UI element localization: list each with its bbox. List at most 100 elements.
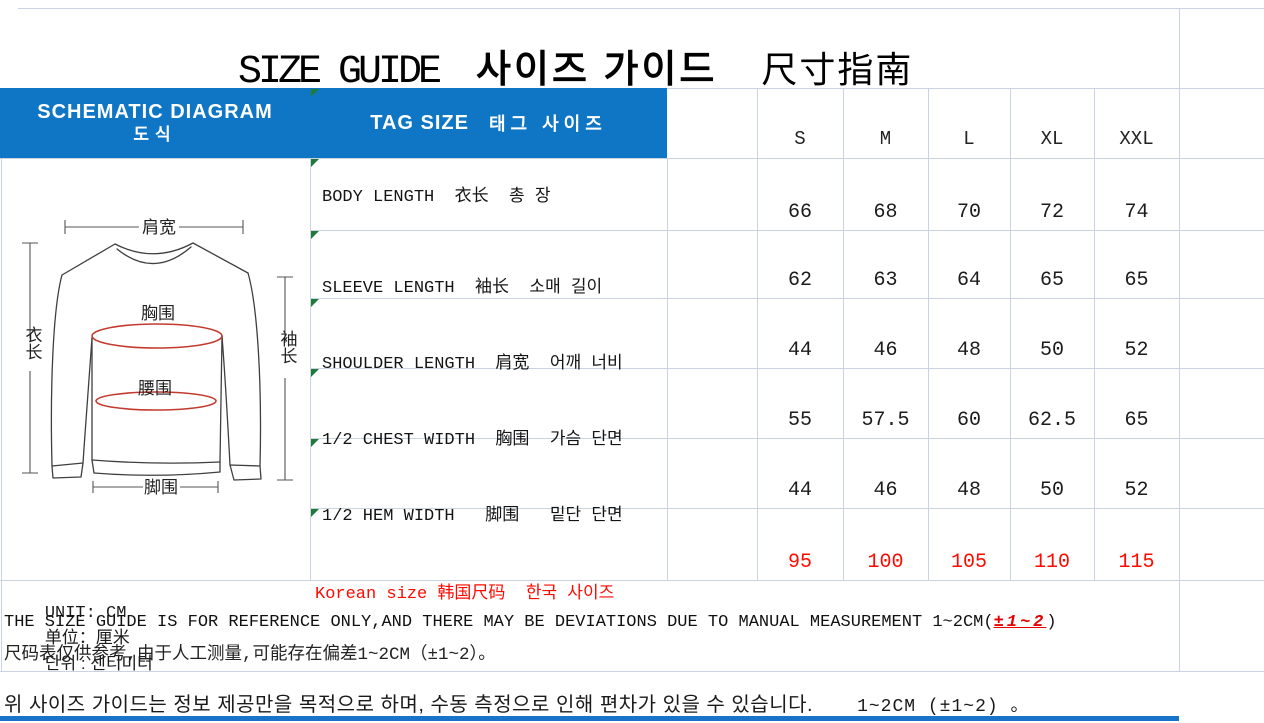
disclaimer-korean: 위 사이즈 가이드는 정보 제공만을 목적으로 하며, 수동 측정으로 인해 편… [4,688,1030,717]
measurement-label-column: BODY LENGTH 衣长 총 장 SLEEVE LENGTH 袖长 소매 길… [310,158,667,610]
tag-size-header-korean: 태그 사이즈 [488,114,607,134]
cell-chest-width-l: 60 [956,409,981,432]
cell-chest-width-xl: 62.5 [1027,409,1076,432]
gridline [310,158,311,580]
disclaimer-english-close: ) [1046,613,1057,632]
gridline [843,88,844,580]
comment-marker [311,89,319,97]
shoulder-width-label: 肩宽 [142,218,176,239]
cell-shoulder-length-m: 46 [873,339,898,362]
cell-hem-width-m: 46 [873,479,898,502]
comment-marker [311,299,319,307]
comment-marker [311,509,319,517]
gridline [1094,88,1095,580]
size-col-header-m: M [879,128,892,150]
bottom-blue-bar [0,716,1179,721]
waist-ellipse [95,391,217,411]
body-length-label: 衣长 [21,326,43,360]
gridline [667,158,668,580]
row-label-korean-size: Korean size 韩国尺码 한국 사이즈 [315,585,615,604]
sleeve-length-line [277,276,293,481]
cell-chest-width-s: 55 [787,409,812,432]
cell-sleeve-length-xxl: 65 [1124,269,1149,292]
cell-sleeve-length-xl: 65 [1039,269,1064,292]
size-values-grid: S M L XL XXL 66 68 70 72 74 62 63 64 65 … [757,88,1179,580]
unit-note-korean: 단위 : 센티미터 [44,654,153,673]
unit-note-chinese: 单位：厘米 [44,630,130,649]
shoulder-width-line [64,220,244,234]
gridline [0,671,1264,672]
gridline [1,158,2,671]
schematic-diagram-header: SCHEMATIC DIAGRAM 도식 [0,88,310,158]
gridline [310,508,1264,509]
sleeve-length-label: 袖长 [276,330,298,364]
gridline [1179,8,1180,671]
cell-korean-size-l: 105 [950,551,987,574]
cell-hem-width-xl: 50 [1039,479,1064,502]
row-label-sleeve-length: SLEEVE LENGTH 袖长 소매 길이 [322,279,603,298]
row-label-hem-width: 1/2 HEM WIDTH 脚围 밑단 단면 [322,507,623,526]
gridline [310,230,1264,231]
cell-hem-width-xxl: 52 [1124,479,1149,502]
garment-schematic-diagram: 肩宽 衣长 袖长 胸围 腰围 脚围 [21,218,298,499]
gridline [310,298,1264,299]
schematic-header-english: SCHEMATIC DIAGRAM [37,101,273,123]
cell-body-length-s: 66 [787,201,812,224]
disclaimer-chinese: 尺码表仅供参考,由于人工测量,可能存在偏差1~2CM（±1~2）。 [4,645,496,665]
cell-korean-size-s: 95 [787,551,812,574]
chest-label: 胸围 [141,304,175,325]
cell-body-length-l: 70 [956,201,981,224]
disclaimer-korean-text: 위 사이즈 가이드는 정보 제공만을 목적으로 하며, 수동 측정으로 인해 편… [4,694,814,716]
hem-width-line [92,481,219,493]
cell-korean-size-xl: 110 [1033,551,1070,574]
gridline [0,158,1264,159]
gridline [310,368,1264,369]
tag-size-header: TAG SIZE 태그 사이즈 [310,88,667,158]
table-header-band: SCHEMATIC DIAGRAM 도식 TAG SIZE 태그 사이즈 [0,88,667,158]
comment-marker [311,369,319,377]
title-english: SIZE GUIDE [238,50,442,95]
title-chinese: 尺寸指南 [761,52,914,93]
tag-size-header-english: TAG SIZE [370,111,469,134]
schematic-header-korean: 도식 [133,125,177,144]
deviation-value: ±1~2 [993,613,1047,632]
gridline [310,438,1264,439]
chest-ellipse [91,323,223,349]
unit-note: UNIT: CM 单位：厘米 단위 : 센티미터 [4,585,211,694]
disclaimer-english: THE SIZE GUIDE IS FOR REFERENCE ONLY,AND… [4,613,1057,632]
waist-label: 腰围 [138,379,172,400]
cell-korean-size-xxl: 115 [1118,551,1155,574]
gridline [0,580,1264,581]
disclaimer-korean-deviation: 1~2CM (±1~2) 。 [857,697,1030,717]
gridline [1010,88,1011,580]
dimension-lines [22,220,293,493]
cell-shoulder-length-s: 44 [787,339,812,362]
cell-hem-width-s: 44 [787,479,812,502]
measurement-ellipses [91,323,223,411]
cell-body-length-xxl: 74 [1124,201,1149,224]
size-col-header-xl: XL [1040,128,1064,150]
cell-shoulder-length-xxl: 52 [1124,339,1149,362]
cell-sleeve-length-m: 63 [873,269,898,292]
body-length-line [22,242,38,474]
gridline [757,88,758,580]
gridline [18,8,1264,9]
size-col-header-s: S [794,128,806,150]
cell-hem-width-l: 48 [956,479,981,502]
cell-shoulder-length-xl: 50 [1039,339,1064,362]
gridline [928,88,929,580]
cell-korean-size-m: 100 [867,551,904,574]
hem-label: 脚围 [144,478,178,499]
cell-sleeve-length-l: 64 [956,269,981,292]
cell-sleeve-length-s: 62 [787,269,812,292]
row-label-shoulder-length: SHOULDER LENGTH 肩宽 어깨 너비 [322,355,623,374]
cell-body-length-m: 68 [873,201,898,224]
sweatshirt-outline [50,242,262,481]
page-title: SIZE GUIDE 사이즈 가이드 尺寸指南 [238,38,913,95]
cell-chest-width-m: 57.5 [861,409,910,432]
row-label-chest-width: 1/2 CHEST WIDTH 胸围 가슴 단면 [322,431,623,450]
disclaimer-english-text: THE SIZE GUIDE IS FOR REFERENCE ONLY,AND… [4,613,994,632]
size-col-header-xxl: XXL [1119,128,1154,150]
cell-chest-width-xxl: 65 [1124,409,1149,432]
